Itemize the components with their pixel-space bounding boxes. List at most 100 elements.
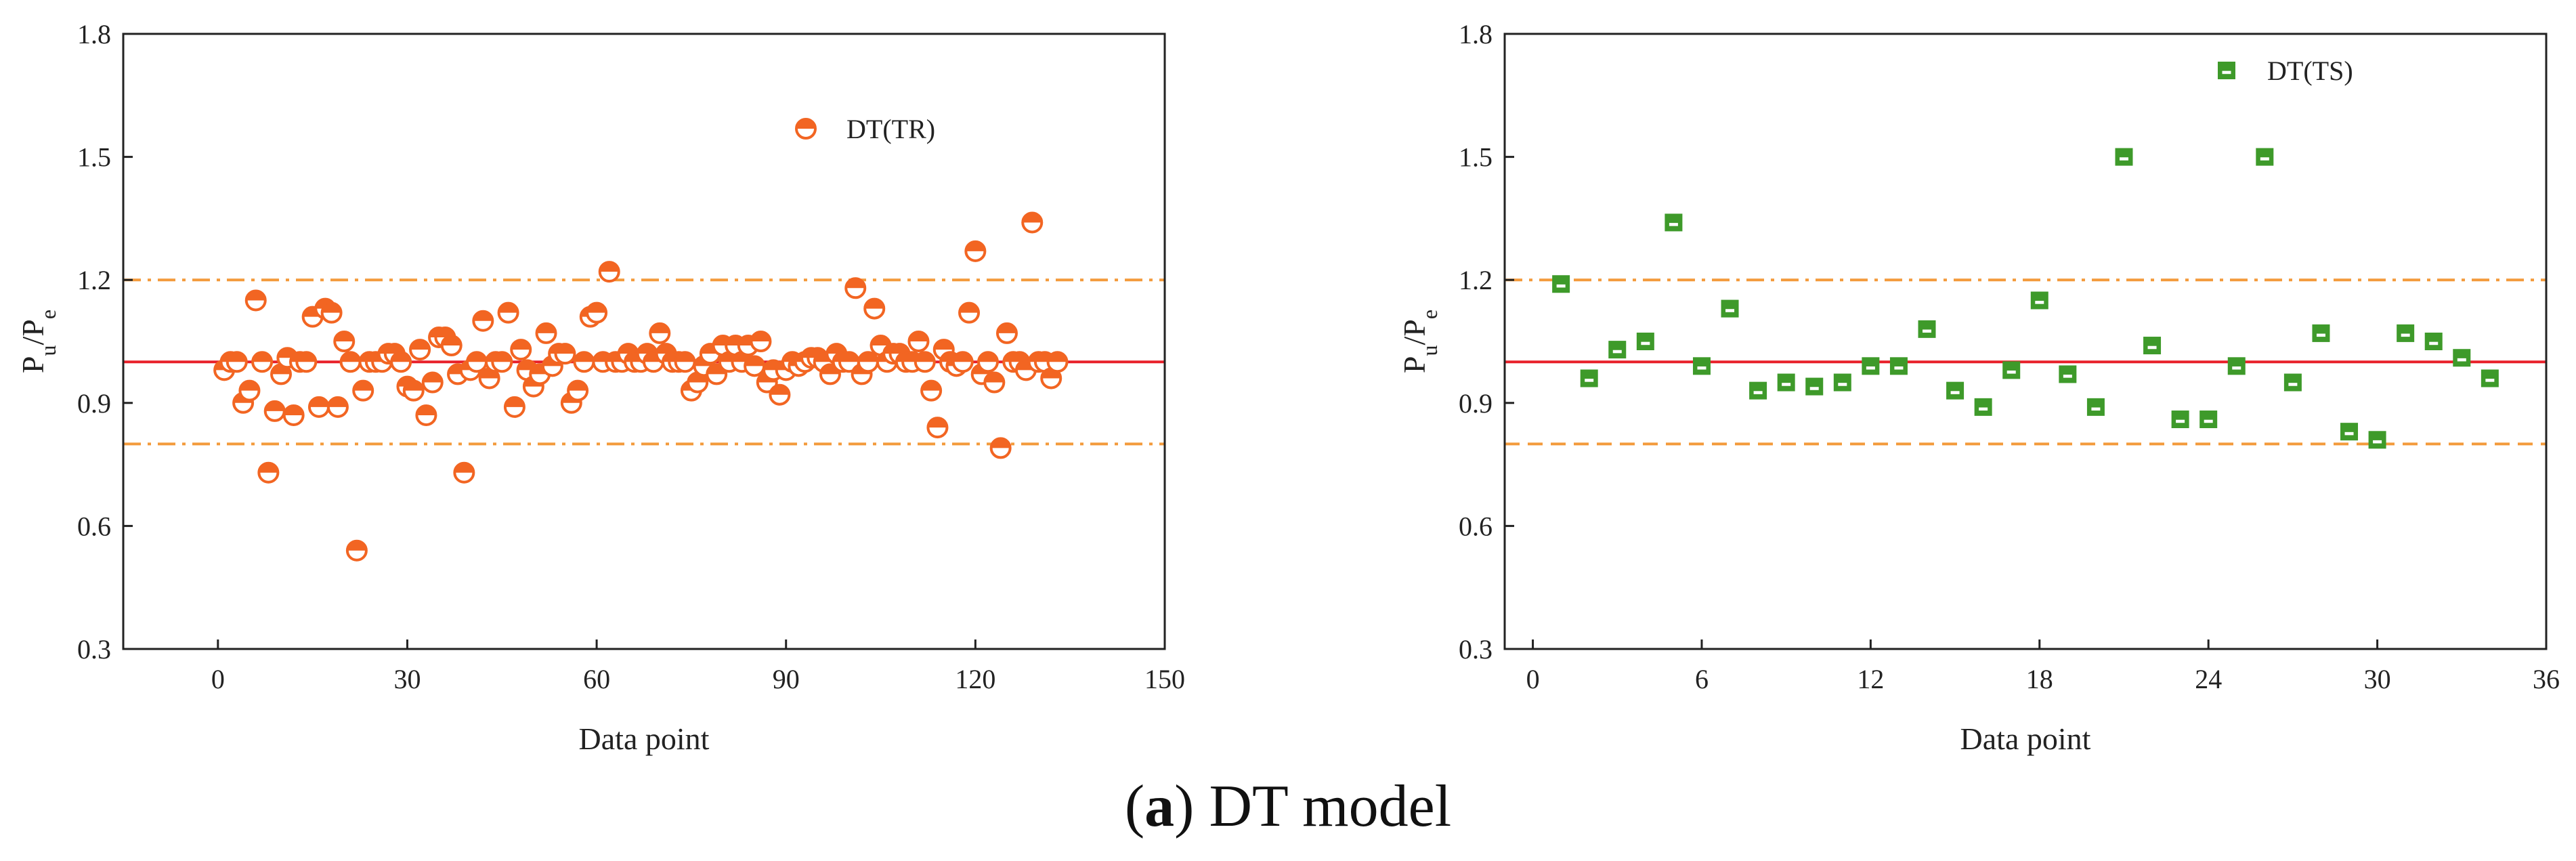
- caption-text: DT model: [1209, 774, 1452, 839]
- right-x-tick-label: 18: [2026, 664, 2053, 694]
- right-data-point: [1777, 373, 1795, 392]
- left-data-point: [687, 371, 709, 394]
- left-data-point: [844, 277, 867, 299]
- left-data-point: [307, 396, 330, 418]
- right-data-point: [2312, 324, 2330, 342]
- left-y-tick-label: 0.3: [77, 634, 111, 665]
- right-legend: DT(TS): [2218, 56, 2353, 86]
- left-data-point: [649, 322, 671, 344]
- right-data-point: [1636, 333, 1654, 350]
- right-data-point: [2059, 365, 2077, 383]
- left-data-point: [226, 351, 248, 373]
- left-data-point: [535, 322, 557, 344]
- right-x-tick-label: 24: [2195, 664, 2222, 694]
- right-data-point: [1918, 320, 1936, 338]
- left-data-point: [573, 351, 595, 373]
- left-data-point: [326, 396, 349, 418]
- left-data-point: [567, 379, 589, 402]
- caption-label: a: [1144, 774, 1175, 839]
- left-data-point: [282, 404, 305, 426]
- left-data-point: [958, 301, 981, 324]
- left-data-point: [1021, 211, 1044, 234]
- right-y-tick-label: 1.5: [1459, 142, 1493, 173]
- right-y-tick-label: 1.8: [1459, 19, 1493, 49]
- left-data-point: [586, 301, 608, 324]
- right-x-tick-label: 36: [2533, 664, 2560, 694]
- right-data-point: [2397, 324, 2415, 342]
- right-legend-marker: [2218, 62, 2235, 79]
- left-y-tick-label: 1.8: [77, 19, 111, 49]
- right-data-point: [2171, 411, 2189, 429]
- left-data-point: [390, 351, 412, 373]
- right-data-point: [2424, 333, 2443, 350]
- left-data-point: [295, 351, 318, 373]
- right-data-point: [1833, 373, 1851, 392]
- left-y-axis-label: Pu/Pe: [16, 310, 60, 373]
- right-data-point: [2002, 361, 2021, 379]
- left-x-tick-label: 90: [773, 664, 800, 694]
- right-legend-label: DT(TS): [2267, 56, 2353, 86]
- right-data-point: [2143, 337, 2162, 355]
- right-data-point: [1721, 299, 1739, 318]
- right-data-point: [1692, 357, 1711, 375]
- right-data-point: [2368, 431, 2386, 449]
- left-y-tick-label: 1.2: [77, 265, 111, 295]
- right-x-tick-label: 6: [1695, 664, 1709, 694]
- left-plot-frame: [122, 33, 1166, 650]
- right-data-point: [1974, 398, 1992, 416]
- left-data-point: [257, 461, 280, 484]
- left-data-point: [769, 383, 791, 406]
- left-data-point: [914, 351, 936, 373]
- figure-caption: (a) DT model: [1124, 774, 1452, 839]
- left-data-point: [409, 339, 431, 361]
- right-data-point: [1946, 381, 1965, 400]
- left-data-point: [415, 404, 437, 426]
- left-data-point: [472, 310, 494, 332]
- right-data-point: [1889, 357, 1908, 375]
- left-data-point: [345, 539, 368, 562]
- left-data-point: [744, 355, 766, 377]
- right-data-point: [1749, 381, 1767, 400]
- left-data-point: [440, 335, 463, 357]
- left-legend-label: DT(TR): [846, 114, 935, 144]
- left-data-point: [510, 339, 532, 361]
- right-data-point: [1552, 275, 1570, 293]
- left-data-point: [674, 351, 696, 373]
- left-data-point: [920, 379, 943, 402]
- left-data-point: [402, 379, 425, 402]
- right-data-point: [2199, 411, 2218, 429]
- left-data-point: [863, 297, 886, 320]
- left-y-tick-label: 0.9: [77, 388, 111, 419]
- left-data-point: [503, 396, 525, 418]
- left-data-point: [598, 261, 620, 283]
- right-data-point: [1665, 213, 1683, 232]
- right-y-axis-label: Pu/Pe: [1397, 310, 1442, 373]
- right-data-point: [1608, 341, 1627, 359]
- left-data-point: [453, 461, 475, 484]
- left-x-tick-label: 150: [1144, 664, 1185, 694]
- left-data-point: [421, 371, 444, 394]
- left-y-tick-label: 0.6: [77, 511, 111, 541]
- left-legend-marker: [795, 118, 817, 140]
- right-chart: 0.3 0.6 0.9 1.2 1.5 1.8 0 6 12 18 24 30 36 Data point…: [1397, 19, 2560, 756]
- left-data-point: [838, 351, 860, 373]
- right-data-point: [2256, 148, 2274, 166]
- right-y-tick-label: 0.3: [1459, 634, 1493, 665]
- right-data-point: [2340, 423, 2359, 441]
- left-data-point: [977, 351, 1000, 373]
- right-data-point: [1805, 377, 1824, 396]
- left-chart: 0.3 0.6 0.9 1.2 1.5 1.8 0 30 60 90 120 150 Data poin…: [16, 19, 1185, 756]
- left-x-tick-label: 0: [211, 664, 225, 694]
- left-data-point: [465, 351, 488, 373]
- right-y-tick-label: 0.9: [1459, 388, 1493, 419]
- right-data-point: [2086, 398, 2105, 416]
- left-data-point: [819, 363, 841, 385]
- left-data-point: [320, 301, 343, 324]
- left-data-point: [1046, 351, 1069, 373]
- left-data-point: [333, 331, 356, 352]
- right-data-point: [2481, 369, 2499, 387]
- left-data-point: [706, 363, 728, 385]
- right-y-tick-label: 0.6: [1459, 511, 1493, 541]
- left-data-point: [238, 379, 261, 402]
